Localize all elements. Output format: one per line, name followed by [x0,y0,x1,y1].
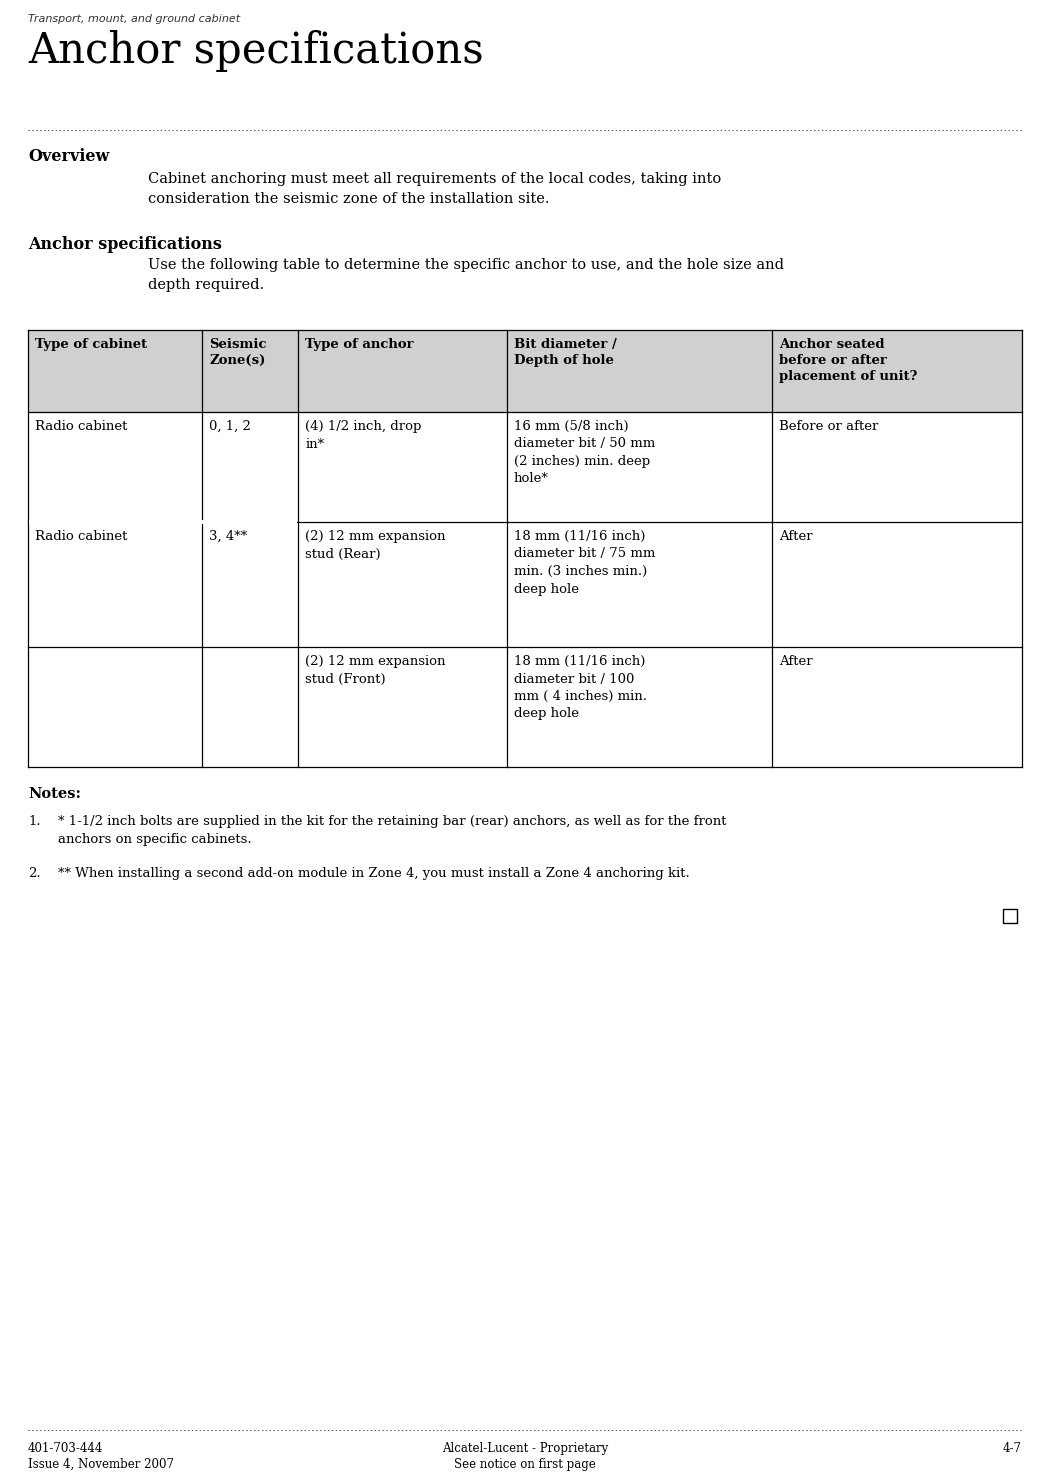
Text: 2.: 2. [28,867,41,880]
Text: Anchor specifications: Anchor specifications [28,29,484,72]
Text: Alcatel-Lucent - Proprietary: Alcatel-Lucent - Proprietary [442,1443,608,1454]
Text: Radio cabinet: Radio cabinet [35,420,127,433]
Text: Type of anchor: Type of anchor [306,339,414,350]
Text: Type of cabinet: Type of cabinet [35,339,147,350]
Text: (2) 12 mm expansion
stud (Front): (2) 12 mm expansion stud (Front) [306,655,446,686]
Text: Notes:: Notes: [28,788,81,801]
Text: Issue 4, November 2007: Issue 4, November 2007 [28,1457,174,1471]
Bar [29,520,297,524]
Text: 4-7: 4-7 [1003,1443,1022,1454]
Text: Transport, mount, and ground cabinet: Transport, mount, and ground cabinet [28,15,240,24]
Bar [28,330,1022,412]
Text: Bit diameter /
Depth of hole: Bit diameter / Depth of hole [513,339,616,367]
Text: Anchor specifications: Anchor specifications [28,236,222,253]
Text: Seismic
Zone(s): Seismic Zone(s) [209,339,267,367]
Text: 1.: 1. [28,815,41,827]
Text: Before or after: Before or after [779,420,878,433]
Text: (2) 12 mm expansion
stud (Rear): (2) 12 mm expansion stud (Rear) [306,530,446,561]
Text: Anchor seated
before or after
placement of unit?: Anchor seated before or after placement … [779,339,918,383]
Bar [1003,910,1017,923]
Text: 0, 1, 2: 0, 1, 2 [209,420,251,433]
Text: After: After [779,530,813,543]
Text: 18 mm (11/16 inch)
diameter bit / 100
mm ( 4 inches) min.
deep hole: 18 mm (11/16 inch) diameter bit / 100 mm… [513,655,647,720]
Text: Cabinet anchoring must meet all requirements of the local codes, taking into
con: Cabinet anchoring must meet all requirem… [148,172,721,206]
Text: * 1-1/2 inch bolts are supplied in the kit for the retaining bar (rear) anchors,: * 1-1/2 inch bolts are supplied in the k… [58,815,727,846]
Text: 401-703-444: 401-703-444 [28,1443,103,1454]
Text: (4) 1/2 inch, drop
in*: (4) 1/2 inch, drop in* [306,420,422,450]
Text: Radio cabinet: Radio cabinet [35,530,127,543]
Text: ** When installing a second add-on module in Zone 4, you must install a Zone 4 a: ** When installing a second add-on modul… [58,867,690,880]
Text: After: After [779,655,813,668]
Text: 3, 4**: 3, 4** [209,530,248,543]
Text: Overview: Overview [28,149,109,165]
Text: 18 mm (11/16 inch)
diameter bit / 75 mm
min. (3 inches min.)
deep hole: 18 mm (11/16 inch) diameter bit / 75 mm … [513,530,655,596]
Text: See notice on first page: See notice on first page [454,1457,596,1471]
Text: Use the following table to determine the specific anchor to use, and the hole si: Use the following table to determine the… [148,258,784,291]
Text: 16 mm (5/8 inch)
diameter bit / 50 mm
(2 inches) min. deep
hole*: 16 mm (5/8 inch) diameter bit / 50 mm (2… [513,420,655,486]
